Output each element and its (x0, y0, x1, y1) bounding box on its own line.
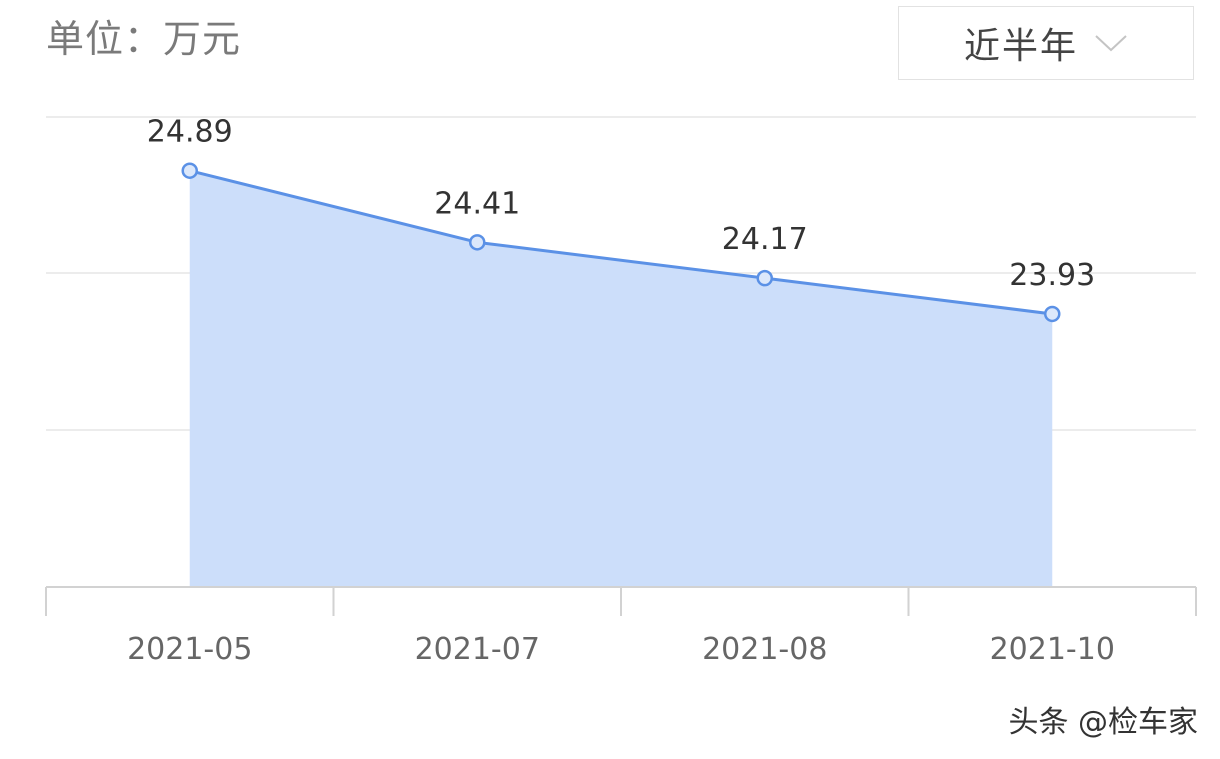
watermark: 头条 @检车家 (1008, 705, 1198, 740)
data-label-2021-05: 24.89 (147, 115, 233, 150)
data-label-2021-07: 24.41 (434, 186, 520, 221)
data-point-2021-08 (756, 269, 773, 287)
chevron-down-icon (1094, 33, 1128, 53)
series-line (189, 169, 1053, 316)
data-label-2021-08: 24.17 (722, 222, 808, 257)
area-fill (189, 170, 1053, 587)
period-select-dropdown[interactable]: 近半年 (898, 6, 1194, 80)
x-tick-label-2021-07: 2021-07 (415, 632, 540, 667)
data-point-2021-07 (469, 234, 486, 251)
period-select-value: 近半年 (963, 26, 1078, 67)
data-point-2021-05 (181, 162, 198, 179)
unit-label: 单位：万元 (46, 17, 242, 61)
data-point-2021-10 (1044, 305, 1061, 323)
data-label-2021-10: 23.93 (1009, 258, 1095, 293)
x-tick-label-2021-05: 2021-05 (127, 632, 252, 667)
x-tick-label-2021-08: 2021-08 (702, 632, 827, 667)
x-tick-label-2021-10: 2021-10 (990, 632, 1115, 667)
